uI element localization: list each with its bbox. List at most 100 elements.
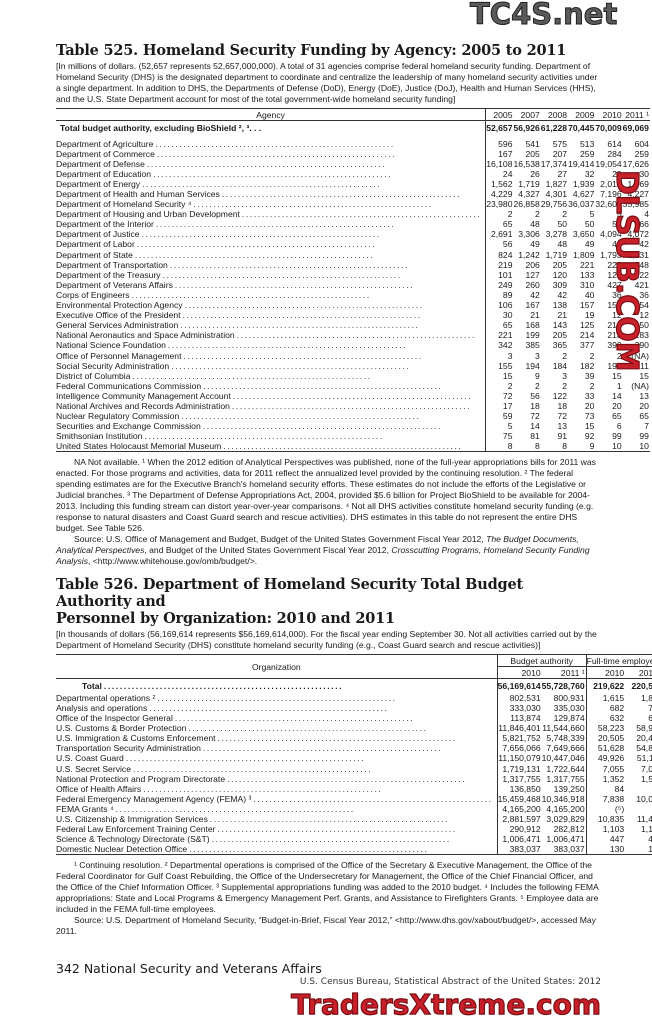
- row-label: U.S. Secret Service.....................…: [56, 763, 498, 774]
- row-label: Domestic Nuclear Detection Office.......…: [56, 844, 498, 855]
- row-value: 1,615: [602, 692, 625, 703]
- total-value: 52,657: [486, 122, 513, 133]
- row-value: 220,512: [631, 681, 652, 692]
- row-value: 248: [634, 259, 649, 270]
- table-row: Department of Veterans Affairs..........…: [56, 279, 650, 290]
- leader-dots: ........................................…: [209, 813, 450, 824]
- row-label-wrap: Department of Agriculture...............…: [56, 139, 485, 149]
- row-value: 99: [639, 431, 649, 442]
- row-label: National Archives and Records Administra…: [56, 400, 487, 412]
- row-label-text: Department of the Treasury: [56, 269, 161, 280]
- row-value: 194: [525, 360, 540, 371]
- row-label-text: Department of Veterans Affairs: [56, 279, 173, 290]
- leader-dots: ........................................…: [169, 259, 410, 270]
- row-value: 10,447,046: [541, 753, 587, 764]
- row-label-wrap: Total budget authority, excluding BioShi…: [60, 123, 485, 133]
- row-value: 65: [612, 411, 622, 422]
- row-value: 7,649,666: [541, 743, 587, 754]
- leader-dots: ........................................…: [143, 783, 383, 794]
- row-value: 575: [552, 138, 568, 149]
- row-label-text: Department of Justice: [56, 229, 140, 240]
- row-value: 16,108: [486, 158, 513, 169]
- row-value: 2: [562, 209, 568, 220]
- row-value: 5: [507, 421, 513, 432]
- total-value: 56,926: [513, 122, 540, 133]
- row-value: 49,926: [597, 753, 625, 764]
- row-value: 290,912: [509, 824, 541, 835]
- row-value: 447: [609, 834, 625, 845]
- row-value: 65: [502, 320, 513, 331]
- row-value: 65: [502, 219, 513, 230]
- column-header: 2011 ¹: [625, 109, 649, 120]
- row-value: 20: [639, 400, 649, 411]
- column-header: 2005: [493, 109, 513, 120]
- row-value: 56: [502, 239, 513, 250]
- column-group-budget: Budget authority: [497, 654, 587, 668]
- row-value: 793: [648, 702, 652, 713]
- row-value: 99: [612, 431, 622, 442]
- row-label-text: Analysis and operations: [56, 702, 148, 713]
- row-value: 168: [525, 320, 540, 331]
- row-label-wrap: Smithsonian Institution.................…: [56, 431, 485, 441]
- table-row: National Aeronautics and Space Administr…: [56, 330, 650, 341]
- row-label: Intelligence Community Management Accoun…: [56, 390, 487, 401]
- leader-dots: ........................................…: [236, 330, 476, 341]
- row-label-text: U.S. Coast Guard: [56, 753, 124, 764]
- leader-dots: ........................................…: [231, 400, 472, 411]
- row-value: 36,037: [568, 199, 595, 210]
- row-value: 12: [639, 310, 649, 321]
- row-value: 3,650: [572, 229, 595, 240]
- row-value: 207: [552, 148, 568, 159]
- row-value: 260: [525, 279, 540, 290]
- row-value: 310: [580, 279, 595, 290]
- row-value: 113,874: [510, 713, 541, 724]
- table-row: Analysis and operations.................…: [56, 702, 652, 713]
- row-label: FEMA Grants ⁴...........................…: [56, 803, 498, 814]
- row-value: 65: [639, 411, 649, 422]
- row-label-wrap: Department of Homeland Security ⁴.......…: [56, 199, 485, 209]
- leader-dots: ........................................…: [157, 692, 397, 703]
- leader-dots: ........................................…: [181, 411, 421, 422]
- row-value: 221: [580, 259, 595, 270]
- row-value: 1,103: [641, 824, 652, 835]
- row-value: 513: [580, 138, 595, 149]
- row-label: Corps of Engineers......................…: [56, 289, 487, 300]
- row-label-text: Science & Technology Directorate (S&T): [56, 834, 210, 845]
- row-value: 49: [530, 239, 540, 250]
- row-label-text: Department of Transportation: [56, 259, 168, 270]
- row-label-text: Social Security Administration: [56, 360, 170, 371]
- row-value: 335,030: [541, 702, 587, 713]
- table-526-intro: [In thousands of dollars (56,169,614 rep…: [56, 629, 597, 651]
- row-label: Office of Personnel Management..........…: [56, 350, 487, 361]
- row-value: 29,756: [540, 199, 568, 210]
- row-value: 218: [607, 330, 622, 341]
- row-value: 5,821,752: [502, 733, 541, 744]
- row-value: 1,793: [600, 249, 622, 260]
- row-value: 4,627: [572, 189, 595, 200]
- leader-dots: ........................................…: [202, 743, 443, 754]
- row-value: 10,346,918: [541, 793, 587, 804]
- leader-dots: ........................................…: [182, 310, 422, 321]
- row-label-wrap: Corps of Engineers......................…: [56, 290, 485, 300]
- row-label-wrap: U.S. Coast Guard........................…: [56, 753, 497, 763]
- row-value: 7: [644, 421, 649, 432]
- row-label-wrap: Intelligence Community Management Accoun…: [56, 391, 485, 401]
- table-row: National Archives and Records Administra…: [56, 400, 650, 412]
- row-value: 51,628: [597, 743, 625, 754]
- row-value: 284: [607, 148, 622, 159]
- row-label: General Services Administration.........…: [56, 320, 487, 331]
- row-value: 26: [530, 168, 540, 179]
- row-value: 50: [584, 219, 595, 230]
- row-label-wrap: Total...................................…: [82, 681, 497, 691]
- row-label-wrap: Social Security Administration..........…: [56, 361, 485, 371]
- row-value: 10: [612, 441, 622, 452]
- row-value: 30: [502, 310, 513, 321]
- row-label: Department of Labor.....................…: [56, 239, 487, 250]
- row-value: 48: [557, 239, 568, 250]
- row-label-wrap: National Aeronautics and Space Administr…: [56, 330, 485, 340]
- table-row: U.S. Coast Guard........................…: [56, 753, 652, 764]
- row-value: 92: [584, 431, 595, 442]
- row-value: 15,459,468: [497, 793, 541, 804]
- row-value: 32: [584, 168, 595, 179]
- row-value: 138: [552, 300, 568, 311]
